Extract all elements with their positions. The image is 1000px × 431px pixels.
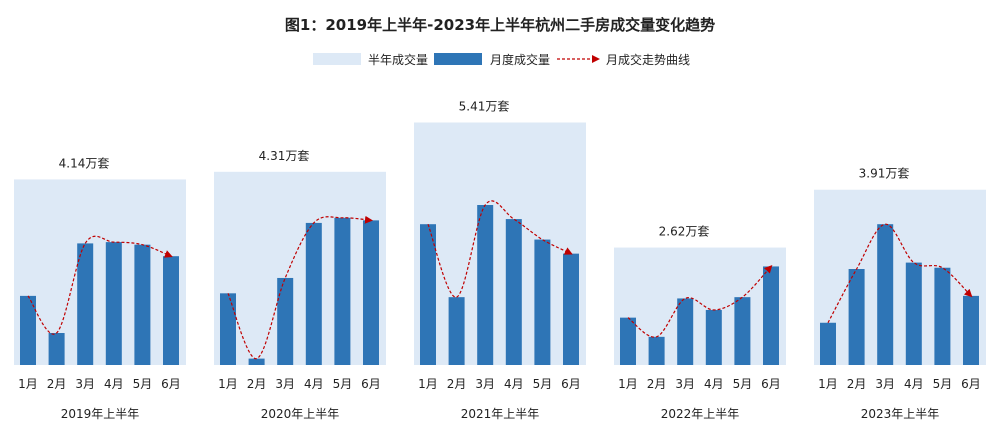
year-group: 3.91万套 1月 2月 3月 4月 5月 6月 2023年上半年 [814,167,986,421]
month-tick-label: 3月 [875,377,895,391]
month-tick-label: 4月 [704,377,724,391]
month-tick-label: 1月 [18,377,38,391]
month-tick-label: 5月 [933,377,953,391]
monthly-bar [648,336,665,365]
monthly-bar [20,295,36,365]
monthly-bar [934,267,951,365]
month-tick-label: 3月 [675,377,695,391]
month-tick-label: 2月 [647,377,667,391]
month-tick-label: 5月 [133,377,153,391]
year-group: 4.31万套 1月 2月 3月 4月 5月 6月 2020年上半年 [214,149,386,421]
monthly-bar [534,239,551,365]
legend-trend-label: 月成交走势曲线 [606,52,690,67]
trend-curve [427,200,573,298]
half-year-box [814,189,986,365]
monthly-bar [334,217,351,365]
monthly-bar [305,222,322,365]
year-group-label: 2022年上半年 [661,407,740,421]
month-tick-label: 4月 [904,377,924,391]
monthly-bar [134,244,151,365]
month-tick-label: 6月 [961,377,981,391]
half-year-total-label: 4.31万套 [259,149,310,163]
monthly-bar [48,333,65,365]
trend-curve [227,215,373,360]
month-tick-label: 5月 [533,377,553,391]
monthly-bar [277,277,294,365]
month-tick-label: 3月 [475,377,495,391]
monthly-bar [877,224,894,365]
legend-monthly-label: 月度成交量 [490,52,550,67]
monthly-bar [248,358,265,365]
trend-curve [627,264,773,338]
monthly-bar [563,253,579,365]
trend-curve [827,223,973,324]
legend-monthly-swatch [434,53,482,65]
month-tick-label: 1月 [818,377,838,391]
month-tick-label: 5月 [733,377,753,391]
monthly-bar [77,243,94,365]
legend-half-year-swatch [313,53,361,65]
half-year-total-label: 4.14万套 [59,156,110,170]
month-tick-label: 6月 [361,377,381,391]
monthly-bar [620,317,636,365]
month-tick-label: 2月 [847,377,867,391]
trend-curve [27,235,173,335]
month-tick-label: 5月 [333,377,353,391]
half-year-box [414,122,586,365]
monthly-bar [677,298,694,365]
monthly-bar [963,295,979,365]
month-tick-label: 6月 [761,377,781,391]
month-tick-label: 3月 [75,377,95,391]
monthly-bar [477,205,494,365]
month-tick-label: 6月 [561,377,581,391]
monthly-bar [220,293,236,365]
month-tick-label: 4月 [104,377,124,391]
year-group-label: 2019年上半年 [61,407,140,421]
monthly-bar [763,266,779,365]
year-group-label: 2023年上半年 [861,407,940,421]
half-year-total-label: 5.41万套 [459,100,510,114]
year-group: 5.41万套 1月 2月 3月 4月 5月 6月 2021年上半年 [414,100,586,421]
year-group: 2.62万套 1月 2月 3月 4月 5月 6月 2022年上半年 [614,225,786,421]
year-group: 4.14万套 1月 2月 3月 4月 5月 6月 2019年上半年 [14,156,186,421]
monthly-bar [705,309,722,365]
legend-trend-arrow [592,55,600,63]
half-year-total-label: 3.91万套 [859,167,910,181]
monthly-bar [448,297,465,365]
legend: 半年成交量 月度成交量 月成交走势曲线 [313,52,690,67]
monthly-bar [734,297,751,365]
chart-title: 图1：2019年上半年-2023年上半年杭州二手房成交量变化趋势 [285,16,715,34]
monthly-bar [363,220,379,365]
half-year-box [614,247,786,365]
monthly-bar [505,219,522,365]
legend-half-year-label: 半年成交量 [368,52,428,67]
half-year-box [14,179,186,365]
monthly-bar [905,262,922,365]
month-tick-label: 2月 [247,377,267,391]
month-tick-label: 4月 [304,377,324,391]
month-tick-label: 4月 [504,377,524,391]
monthly-bar [820,322,836,365]
month-tick-label: 2月 [447,377,467,391]
monthly-bar [848,269,865,365]
monthly-bar [163,256,179,365]
month-tick-label: 1月 [618,377,638,391]
chart-groups: 4.14万套 1月 2月 3月 4月 5月 6月 2019年上半年 4.31万套 1月 2月 3月 4月… [14,100,986,421]
month-tick-label: 1月 [418,377,438,391]
year-group-label: 2021年上半年 [461,407,540,421]
year-group-label: 2020年上半年 [261,407,340,421]
monthly-bar [105,242,122,365]
month-tick-label: 6月 [161,377,181,391]
half-year-box [214,171,386,365]
month-tick-label: 2月 [47,377,67,391]
month-tick-label: 3月 [275,377,295,391]
half-year-total-label: 2.62万套 [659,225,710,239]
monthly-bar [420,224,436,365]
month-tick-label: 1月 [218,377,238,391]
